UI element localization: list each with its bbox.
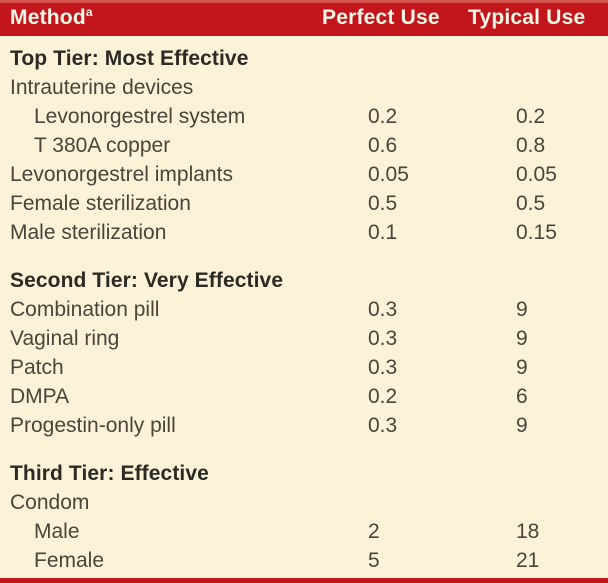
tier-section: Third Tier: Effective Condom Male 2 18 Female…	[10, 459, 608, 575]
perfect-use-value: 0.2	[368, 105, 398, 128]
perfect-use-value: 2	[368, 520, 380, 543]
typical-use-value: 6	[516, 385, 528, 408]
typical-use-value: 9	[516, 327, 528, 350]
perfect-use-value: 0.6	[368, 134, 398, 157]
bottom-rule	[0, 578, 608, 583]
column-header-typical-use: Typical Use	[468, 6, 586, 29]
method-name: Female sterilization	[10, 192, 191, 215]
perfect-use-value: 0.3	[368, 414, 398, 437]
table-row: Condom	[10, 488, 608, 517]
perfect-use-value: 0.1	[368, 221, 398, 244]
table-row: DMPA 0.2 6	[10, 382, 608, 411]
tier-section-title: Second Tier: Very Effective	[10, 269, 284, 292]
column-header-method: Methoda	[10, 6, 322, 30]
method-footnote-marker: a	[85, 5, 93, 19]
table-row: Vaginal ring 0.3 9	[10, 324, 608, 353]
typical-use-value	[516, 488, 608, 517]
typical-use-value: 0.5	[516, 192, 546, 215]
typical-use-value	[516, 73, 608, 102]
tier-section-title: Top Tier: Most Effective	[10, 47, 249, 70]
method-name: Patch	[10, 356, 64, 379]
method-name: Intrauterine devices	[10, 76, 194, 99]
table-body: Top Tier: Most Effective Intrauterine dev…	[0, 36, 608, 575]
table-row: T 380A copper 0.6 0.8	[10, 131, 608, 160]
typical-use-value: 9	[516, 414, 528, 437]
perfect-use-value: 0.3	[368, 298, 398, 321]
table-row: Levonorgestrel system 0.2 0.2	[10, 102, 608, 131]
method-name: Progestin-only pill	[10, 414, 176, 437]
perfect-use-value: 0.2	[368, 385, 398, 408]
method-name: Condom	[10, 491, 90, 514]
method-name: Female	[34, 549, 105, 572]
typical-use-value: 9	[516, 298, 528, 321]
table-row: Female sterilization 0.5 0.5	[10, 189, 608, 218]
table-row: Female 5 21	[10, 546, 608, 575]
table-row: Levonorgestrel implants 0.05 0.05	[10, 160, 608, 189]
method-name: Combination pill	[10, 298, 160, 321]
perfect-use-value: 0.3	[368, 356, 398, 379]
perfect-use-value	[368, 73, 516, 102]
typical-use-value: 0.05	[516, 163, 557, 186]
perfect-use-value: 0.3	[368, 327, 398, 350]
table-header-bar: Methoda Perfect Use Typical Use	[0, 0, 608, 36]
method-name: Levonorgestrel system	[34, 105, 246, 128]
tier-section: Top Tier: Most Effective Intrauterine dev…	[10, 44, 608, 247]
table-row: Male 2 18	[10, 517, 608, 546]
method-name: Male sterilization	[10, 221, 167, 244]
perfect-use-value: 5	[368, 549, 380, 572]
table-row: Combination pill 0.3 9	[10, 295, 608, 324]
method-name: Vaginal ring	[10, 327, 120, 350]
table-row: Patch 0.3 9	[10, 353, 608, 382]
typical-use-value: 9	[516, 356, 528, 379]
perfect-use-value: 0.05	[368, 163, 409, 186]
table-row: Male sterilization 0.1 0.15	[10, 218, 608, 247]
perfect-use-value	[368, 488, 516, 517]
method-name: DMPA	[10, 385, 70, 408]
perfect-use-value: 0.5	[368, 192, 398, 215]
typical-use-value: 0.8	[516, 134, 546, 157]
tier-section-title: Third Tier: Effective	[10, 462, 209, 485]
typical-use-value: 21	[516, 549, 540, 572]
typical-use-value: 0.15	[516, 221, 557, 244]
tier-section: Second Tier: Very Effective Combination p…	[10, 266, 608, 440]
method-header-label: Method	[10, 6, 86, 29]
method-name: T 380A copper	[34, 134, 171, 157]
typical-use-value: 18	[516, 520, 540, 543]
method-name: Male	[34, 520, 80, 543]
table-row: Intrauterine devices	[10, 73, 608, 102]
column-header-perfect-use: Perfect Use	[322, 6, 440, 29]
table-row: Progestin-only pill 0.3 9	[10, 411, 608, 440]
typical-use-value: 0.2	[516, 105, 546, 128]
method-name: Levonorgestrel implants	[10, 163, 233, 186]
